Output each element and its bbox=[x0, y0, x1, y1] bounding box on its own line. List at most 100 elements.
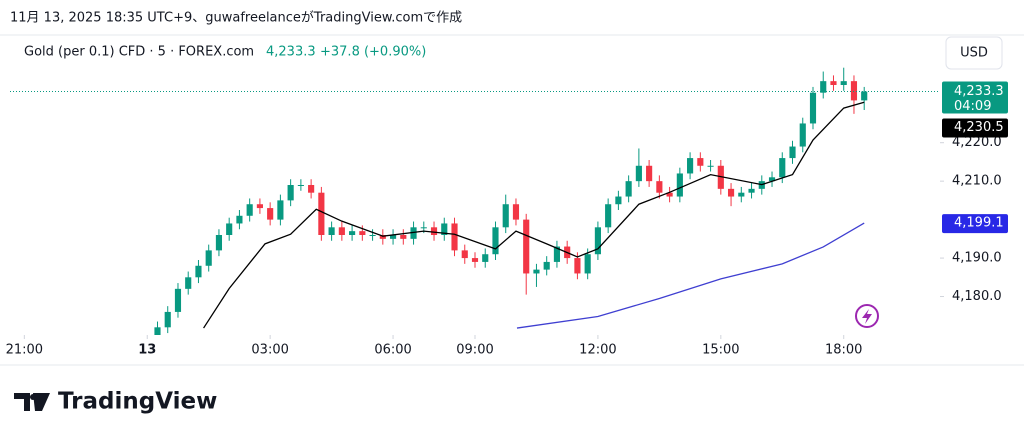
candle-body bbox=[850, 81, 858, 101]
candle-body bbox=[277, 200, 284, 220]
x-tick-label: 15:00 bbox=[702, 343, 739, 358]
candle-body bbox=[820, 81, 827, 93]
candle-body bbox=[615, 196, 622, 205]
candle-body bbox=[482, 254, 489, 262]
candle-body bbox=[246, 204, 253, 216]
candle-body bbox=[349, 231, 356, 235]
price-tag bbox=[942, 214, 1008, 234]
candle-body bbox=[768, 177, 776, 182]
candle-body bbox=[605, 204, 612, 228]
candle-body bbox=[492, 227, 499, 255]
candle-body bbox=[379, 235, 386, 239]
candle-body bbox=[318, 192, 325, 235]
x-tick-label: 09:00 bbox=[456, 343, 493, 358]
candle-body bbox=[471, 258, 479, 262]
candle-body bbox=[154, 327, 161, 335]
candle-body bbox=[553, 246, 561, 262]
candle-body bbox=[195, 265, 202, 278]
candle-body bbox=[861, 91, 868, 101]
candle-body bbox=[625, 181, 632, 197]
candle-body bbox=[256, 204, 263, 209]
candle-body bbox=[543, 261, 550, 270]
candle-body bbox=[502, 204, 509, 228]
candle-body bbox=[523, 219, 530, 274]
logo bbox=[14, 393, 50, 411]
candle-body bbox=[512, 204, 520, 220]
candle-body bbox=[809, 92, 817, 124]
candle-body bbox=[215, 235, 223, 251]
candle-body bbox=[666, 192, 673, 197]
price-tag-label: 4,233.3 bbox=[954, 84, 1004, 99]
moving-average bbox=[516, 222, 865, 329]
candle-body bbox=[461, 250, 468, 259]
candle-body bbox=[328, 227, 335, 235]
candle-body bbox=[185, 277, 192, 289]
x-tick-label: 12:00 bbox=[579, 343, 616, 358]
price-tag-label: 4,199.1 bbox=[954, 216, 1004, 231]
candle-body bbox=[646, 165, 653, 182]
y-tick-label: 4,180.0 bbox=[952, 289, 1002, 304]
candle-body bbox=[267, 208, 274, 220]
candle-body bbox=[297, 185, 304, 186]
symbol-title: Gold (per 0.1) CFD · 5 · FOREX.com bbox=[24, 45, 254, 60]
price-tag bbox=[942, 81, 1008, 114]
candle-body bbox=[226, 223, 233, 235]
y-tick-label: 4,210.0 bbox=[952, 174, 1002, 189]
y-tick-label: 4,190.0 bbox=[952, 251, 1002, 266]
candle-body bbox=[789, 146, 796, 159]
candle-body bbox=[779, 158, 786, 178]
candle-body bbox=[799, 123, 806, 147]
candle-body bbox=[830, 81, 837, 85]
moving-average bbox=[203, 101, 865, 329]
candle-body bbox=[676, 173, 683, 197]
candle-body bbox=[533, 269, 540, 274]
change: +37.8 (+0.90%) bbox=[320, 45, 426, 60]
y-tick-label: 4,220.0 bbox=[952, 135, 1002, 150]
x-tick-label: 03:00 bbox=[251, 343, 288, 358]
candle-body bbox=[748, 188, 755, 193]
candle-body bbox=[635, 165, 642, 182]
candle-body bbox=[420, 227, 427, 229]
candle-body bbox=[338, 227, 345, 235]
candle-body bbox=[369, 235, 376, 236]
candle-body bbox=[717, 165, 724, 189]
candle-body bbox=[697, 158, 704, 166]
candle-body bbox=[738, 192, 745, 197]
logo-text: TradingView bbox=[58, 389, 217, 415]
currency-button[interactable] bbox=[945, 36, 1003, 70]
candle-body bbox=[236, 215, 243, 224]
candle-body bbox=[574, 258, 581, 274]
candle-body bbox=[400, 235, 407, 239]
candle-body bbox=[840, 81, 847, 85]
candle-body bbox=[656, 181, 663, 193]
candle-body bbox=[389, 235, 397, 239]
candle-body bbox=[727, 188, 735, 197]
price-tag-label: 4,230.5 bbox=[954, 120, 1004, 135]
candle-body bbox=[430, 227, 438, 235]
candle-body bbox=[451, 223, 458, 251]
plot bbox=[154, 67, 868, 335]
countdown: 04:09 bbox=[954, 99, 991, 114]
caption: 11月 13, 2025 18:35 UTC+9、guwafreelanceがT… bbox=[10, 11, 462, 26]
candle-body bbox=[205, 250, 212, 266]
last-value: 4,233.3 bbox=[266, 45, 316, 60]
currency[interactable]: USD bbox=[960, 46, 988, 61]
x-tick-label: 13 bbox=[138, 343, 156, 358]
x-tick-label: 21:00 bbox=[6, 343, 43, 358]
x-tick-label: 06:00 bbox=[374, 343, 411, 358]
candle-body bbox=[164, 311, 171, 328]
candle-body bbox=[174, 288, 182, 312]
candle-body bbox=[594, 227, 601, 255]
candle-body bbox=[687, 158, 694, 174]
candle-body bbox=[707, 165, 714, 167]
price-tag bbox=[942, 118, 1008, 138]
candle-body bbox=[441, 223, 448, 235]
candle-body bbox=[287, 185, 294, 201]
flash-icon[interactable] bbox=[855, 304, 879, 328]
candle-body bbox=[410, 227, 417, 239]
candle-body bbox=[584, 254, 591, 274]
candle-body bbox=[308, 185, 315, 193]
candle-body bbox=[359, 231, 366, 235]
